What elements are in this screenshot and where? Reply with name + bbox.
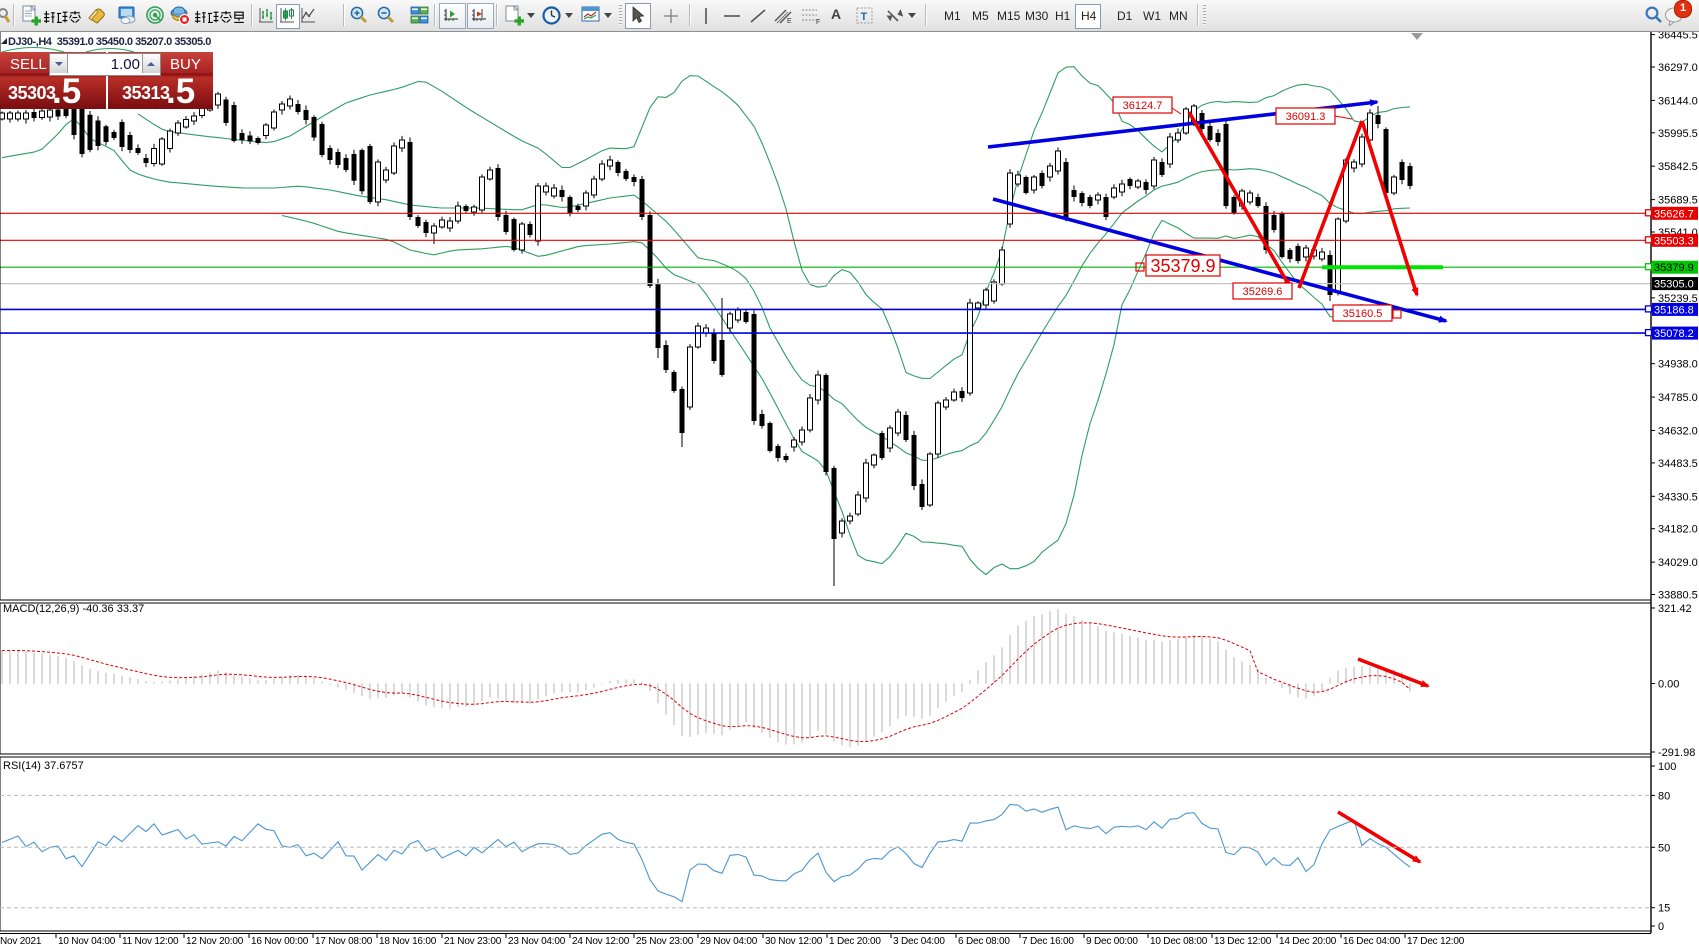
svg-text:10 Dec 08:00: 10 Dec 08:00 xyxy=(1150,936,1208,947)
svg-text:100: 100 xyxy=(1658,761,1676,773)
svg-text:23 Nov 04:00: 23 Nov 04:00 xyxy=(508,936,566,947)
svg-text:36091.3: 36091.3 xyxy=(1286,111,1326,123)
svg-text:36124.7: 36124.7 xyxy=(1123,100,1163,112)
svg-text:18 Nov 16:00: 18 Nov 16:00 xyxy=(379,936,437,947)
svg-text:35078.2: 35078.2 xyxy=(1654,328,1694,340)
svg-text:9 Dec 00:00: 9 Dec 00:00 xyxy=(1086,936,1138,947)
svg-text:34632.0: 34632.0 xyxy=(1658,426,1698,438)
svg-text:14 Dec 20:00: 14 Dec 20:00 xyxy=(1279,936,1337,947)
svg-text:34483.5: 34483.5 xyxy=(1658,458,1698,470)
svg-text:-291.98: -291.98 xyxy=(1658,747,1695,759)
svg-text:35239.5: 35239.5 xyxy=(1658,293,1698,305)
svg-text:RSI(14) 37.6757: RSI(14) 37.6757 xyxy=(3,760,84,772)
svg-text:10 Nov 04:00: 10 Nov 04:00 xyxy=(58,936,116,947)
svg-text:6 Dec 08:00: 6 Dec 08:00 xyxy=(958,936,1010,947)
svg-text:17 Nov 08:00: 17 Nov 08:00 xyxy=(315,936,373,947)
svg-text:21 Nov 23:00: 21 Nov 23:00 xyxy=(444,936,502,947)
svg-text:35842.5: 35842.5 xyxy=(1658,161,1698,173)
svg-text:E: E xyxy=(787,18,792,25)
svg-text:0.00: 0.00 xyxy=(1658,679,1679,691)
svg-text:11 Nov 12:00: 11 Nov 12:00 xyxy=(122,936,179,947)
svg-text:1 Dec 20:00: 1 Dec 20:00 xyxy=(829,936,881,947)
svg-text:25 Nov 23:00: 25 Nov 23:00 xyxy=(636,936,694,947)
svg-text:16 Dec 04:00: 16 Dec 04:00 xyxy=(1343,936,1401,947)
svg-text:35305.0: 35305.0 xyxy=(1654,279,1694,291)
svg-text:35995.5: 35995.5 xyxy=(1658,128,1698,140)
svg-text:0: 0 xyxy=(1658,921,1664,933)
svg-text:12 Nov 20:00: 12 Nov 20:00 xyxy=(186,936,244,947)
svg-text:13 Dec 12:00: 13 Dec 12:00 xyxy=(1214,936,1272,947)
svg-text:35626.7: 35626.7 xyxy=(1654,208,1694,220)
svg-text:3 Dec 04:00: 3 Dec 04:00 xyxy=(893,936,945,947)
svg-text:7 Dec 16:00: 7 Dec 16:00 xyxy=(1022,936,1074,947)
svg-text:Nov 2021: Nov 2021 xyxy=(0,936,42,947)
svg-text:35269.6: 35269.6 xyxy=(1243,286,1283,298)
svg-text:50: 50 xyxy=(1658,842,1670,854)
svg-text:35379.9: 35379.9 xyxy=(1150,256,1215,276)
svg-text:80: 80 xyxy=(1658,790,1670,802)
svg-text:34182.0: 34182.0 xyxy=(1658,524,1698,536)
svg-text:34785.0: 34785.0 xyxy=(1658,392,1698,404)
svg-text:16 Nov 00:00: 16 Nov 00:00 xyxy=(251,936,309,947)
svg-text:17 Dec 12:00: 17 Dec 12:00 xyxy=(1407,936,1465,947)
svg-text:F: F xyxy=(816,19,820,25)
svg-text:24 Nov 12:00: 24 Nov 12:00 xyxy=(572,936,630,947)
svg-text:321.42: 321.42 xyxy=(1658,603,1692,615)
svg-text:T: T xyxy=(861,11,868,23)
svg-text:36297.0: 36297.0 xyxy=(1658,62,1698,74)
svg-text:34938.0: 34938.0 xyxy=(1658,359,1698,371)
svg-text:34029.0: 34029.0 xyxy=(1658,557,1698,569)
svg-text:36445.5: 36445.5 xyxy=(1658,30,1698,42)
svg-text:36144.0: 36144.0 xyxy=(1658,95,1698,107)
svg-text:35379.9: 35379.9 xyxy=(1654,262,1694,274)
svg-text:MACD(12,26,9) -40.36 33.37: MACD(12,26,9) -40.36 33.37 xyxy=(3,603,144,615)
svg-text:15: 15 xyxy=(1658,903,1670,915)
svg-text:35160.5: 35160.5 xyxy=(1343,308,1383,320)
svg-text:29 Nov 04:00: 29 Nov 04:00 xyxy=(700,936,758,947)
svg-text:35186.8: 35186.8 xyxy=(1654,304,1694,316)
svg-text:35689.5: 35689.5 xyxy=(1658,195,1698,207)
svg-text:34330.5: 34330.5 xyxy=(1658,491,1698,503)
svg-text:33880.5: 33880.5 xyxy=(1658,590,1698,602)
svg-text:35503.3: 35503.3 xyxy=(1654,235,1694,247)
svg-text:30 Nov 12:00: 30 Nov 12:00 xyxy=(765,936,823,947)
